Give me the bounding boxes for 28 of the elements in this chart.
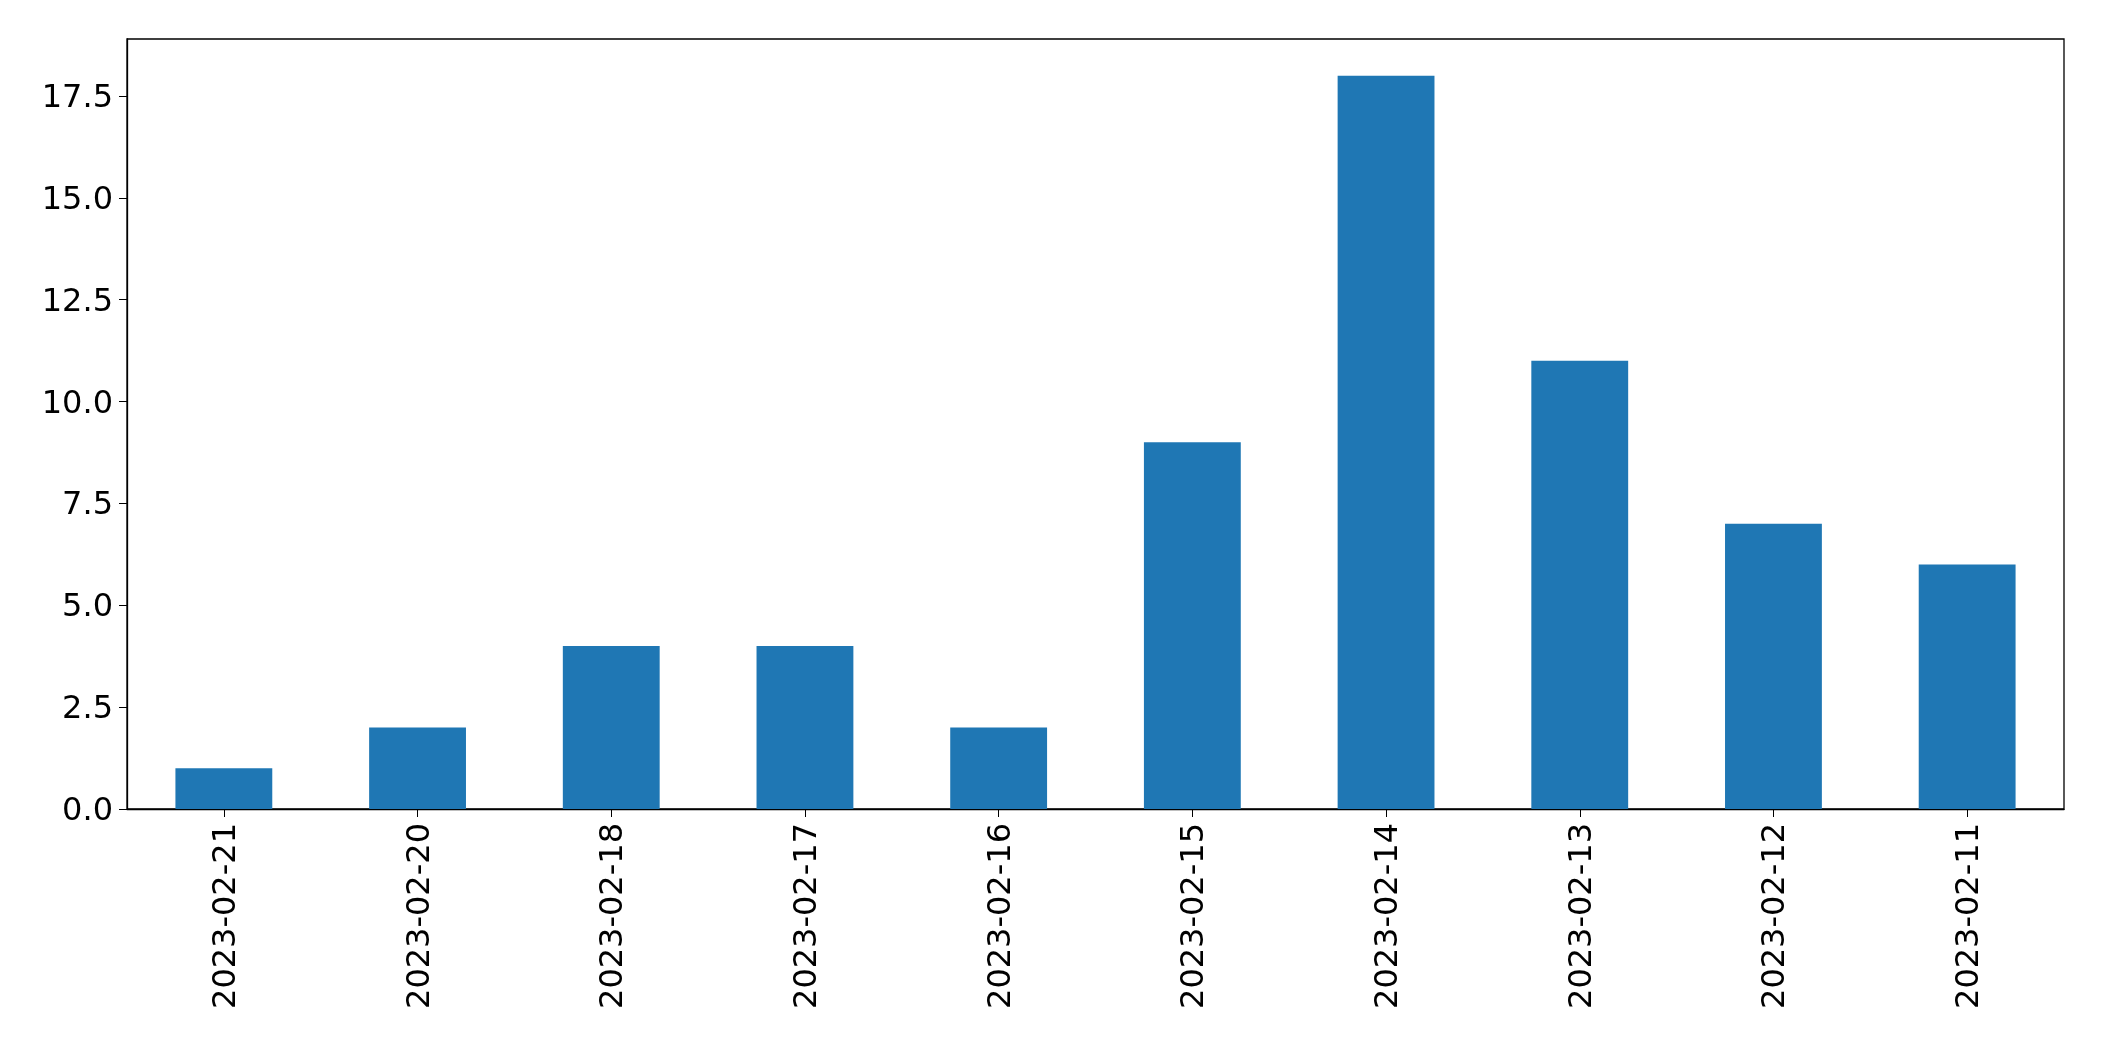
y-tick-label: 12.5 bbox=[41, 280, 113, 319]
y-tick-label: 2.5 bbox=[62, 688, 113, 727]
x-tick-label: 2023-02-11 bbox=[1948, 823, 1987, 1009]
bar bbox=[1143, 442, 1241, 809]
x-tick-label: 2023-02-21 bbox=[204, 823, 243, 1009]
bar bbox=[1531, 360, 1629, 809]
bar bbox=[175, 768, 273, 809]
bar bbox=[950, 727, 1048, 809]
x-tick-label: 2023-02-12 bbox=[1754, 823, 1793, 1009]
y-tick-label: 10.0 bbox=[41, 382, 113, 421]
y-tick-label: 5.0 bbox=[62, 586, 113, 625]
bar bbox=[756, 646, 854, 809]
x-tick-label: 2023-02-17 bbox=[785, 823, 824, 1009]
x-tick-label: 2023-02-18 bbox=[592, 823, 631, 1009]
x-tick-label: 2023-02-20 bbox=[398, 823, 437, 1009]
bar bbox=[369, 727, 466, 809]
bar bbox=[1337, 75, 1435, 809]
x-tick-label: 2023-02-13 bbox=[1560, 823, 1599, 1009]
y-tick-label: 17.5 bbox=[41, 77, 113, 116]
y-tick-label: 15.0 bbox=[41, 178, 113, 217]
y-tick-label: 0.0 bbox=[62, 790, 113, 828]
x-tick-label: 2023-02-16 bbox=[979, 823, 1018, 1009]
x-tick-label: 2023-02-15 bbox=[1173, 823, 1212, 1009]
x-tick-label: 2023-02-14 bbox=[1367, 823, 1406, 1009]
y-tick-label: 7.5 bbox=[62, 484, 113, 523]
bar bbox=[562, 646, 660, 809]
bar bbox=[1725, 523, 1822, 809]
bar bbox=[1918, 564, 2016, 809]
